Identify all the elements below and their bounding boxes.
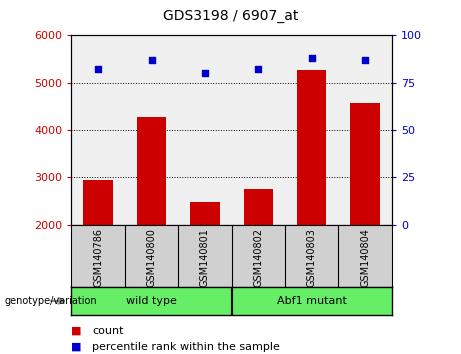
Text: ■: ■ [71, 342, 85, 352]
Bar [297, 70, 326, 225]
Bar [190, 202, 219, 225]
Bar [137, 117, 166, 225]
Text: Abf1 mutant: Abf1 mutant [277, 296, 347, 306]
Text: ■: ■ [71, 326, 85, 336]
Point [361, 57, 369, 63]
Bar [350, 103, 380, 225]
Point [95, 67, 102, 72]
Text: wild type: wild type [126, 296, 177, 306]
Text: GSM140800: GSM140800 [147, 228, 157, 287]
Text: count: count [92, 326, 124, 336]
Bar [244, 189, 273, 225]
Point [308, 55, 315, 61]
Text: GSM140803: GSM140803 [307, 228, 317, 287]
Bar [83, 180, 113, 225]
Point [148, 57, 155, 63]
Text: GDS3198 / 6907_at: GDS3198 / 6907_at [163, 9, 298, 23]
Text: GSM140801: GSM140801 [200, 228, 210, 287]
Text: GSM140802: GSM140802 [254, 228, 263, 287]
Text: GSM140804: GSM140804 [360, 228, 370, 287]
Text: percentile rank within the sample: percentile rank within the sample [92, 342, 280, 352]
Text: genotype/variation: genotype/variation [5, 296, 97, 306]
Text: GSM140786: GSM140786 [93, 228, 103, 287]
Point [254, 67, 262, 72]
Point [201, 70, 209, 76]
